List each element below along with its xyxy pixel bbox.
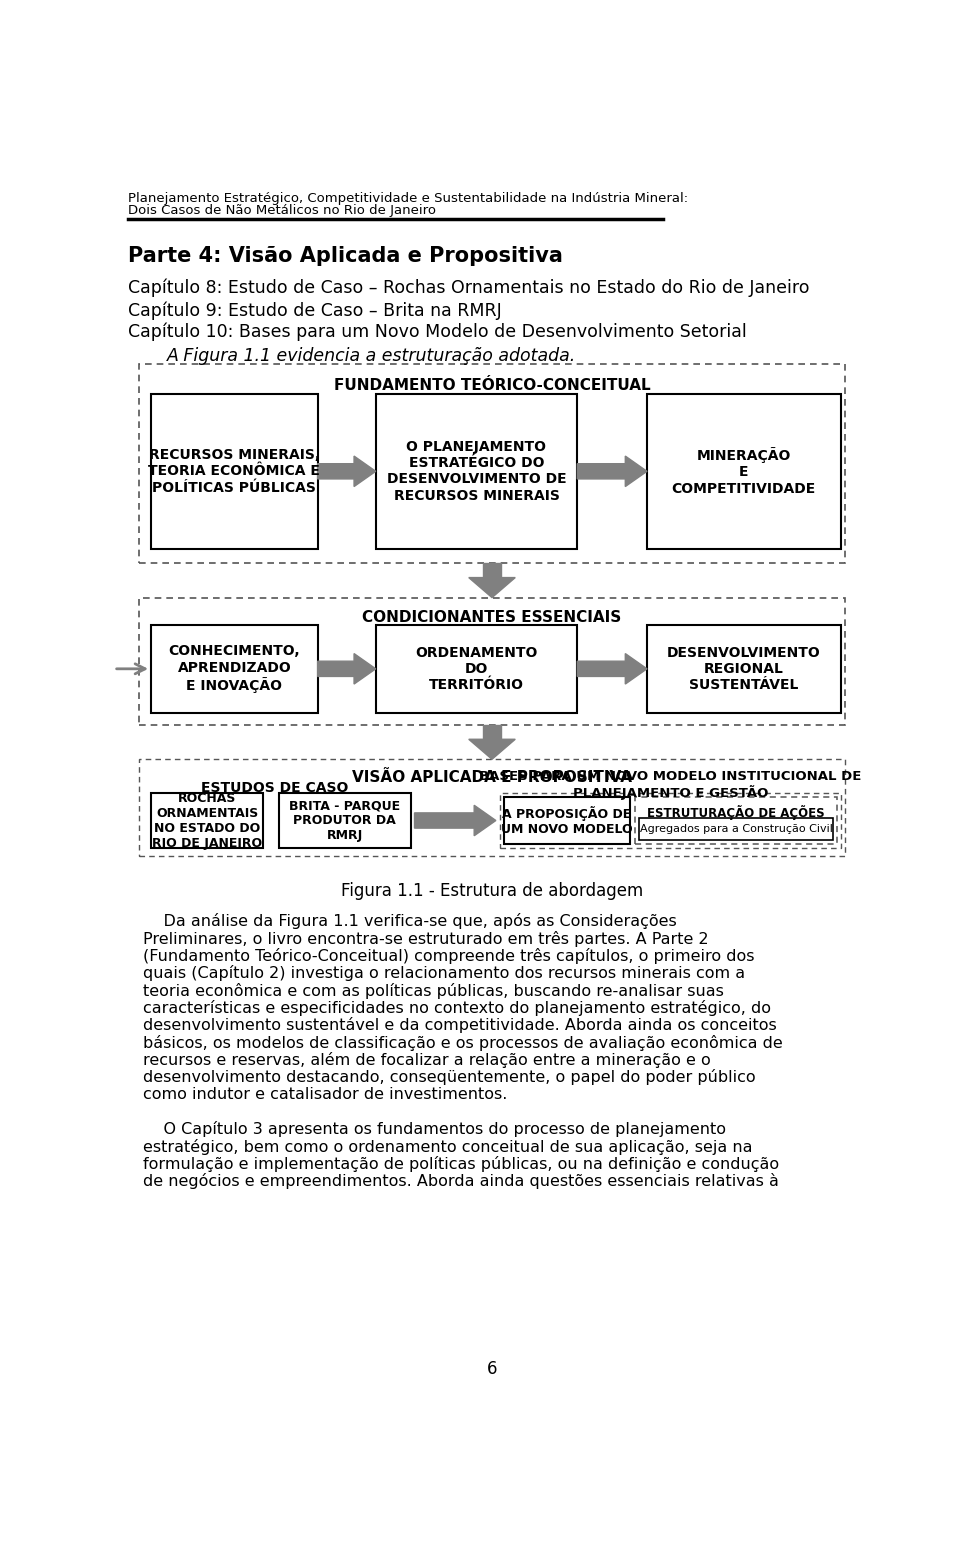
Text: CONHECIMENTO,
APRENDIZADO
E INOVAÇÃO: CONHECIMENTO, APRENDIZADO E INOVAÇÃO <box>169 645 300 693</box>
FancyArrow shape <box>577 653 647 684</box>
Text: Parte 4: Visão Aplicada e Propositiva: Parte 4: Visão Aplicada e Propositiva <box>128 246 563 266</box>
Text: FUNDAMENTO TEÓRICO-CONCEITUAL: FUNDAMENTO TEÓRICO-CONCEITUAL <box>334 377 650 393</box>
Text: Agregados para a Construção Civil: Agregados para a Construção Civil <box>639 825 832 834</box>
Text: BRITA - PARQUE
PRODUTOR DA
RMRJ: BRITA - PARQUE PRODUTOR DA RMRJ <box>289 798 400 842</box>
Text: teoria econômica e com as políticas públicas, buscando re-analisar suas: teoria econômica e com as políticas públ… <box>143 982 724 999</box>
Text: de negócios e empreendimentos. Aborda ainda questões essenciais relativas à: de negócios e empreendimentos. Aborda ai… <box>143 1173 780 1190</box>
Text: Capítulo 9: Estudo de Caso – Brita na RMRJ: Capítulo 9: Estudo de Caso – Brita na RM… <box>128 302 501 320</box>
Text: ROCHAS
ORNAMENTAIS
NO ESTADO DO
RIO DE JANEIRO: ROCHAS ORNAMENTAIS NO ESTADO DO RIO DE J… <box>152 792 262 849</box>
Text: ORDENAMENTO
DO
TERRITÓRIO: ORDENAMENTO DO TERRITÓRIO <box>416 645 538 692</box>
Text: como indutor e catalisador de investimentos.: como indutor e catalisador de investimen… <box>143 1086 508 1101</box>
Text: quais (Capítulo 2) investiga o relacionamento dos recursos minerais com a: quais (Capítulo 2) investiga o relaciona… <box>143 965 745 981</box>
Text: BASES PARA UM NOVO MODELO INSTITUCIONAL DE
PLANEJAMENTO E GESTÃO: BASES PARA UM NOVO MODELO INSTITUCIONAL … <box>479 770 861 800</box>
Text: O PLANEJAMENTO
ESTRATÉGICO DO
DESENVOLVIMENTO DE
RECURSOS MINERAIS: O PLANEJAMENTO ESTRATÉGICO DO DESENVOLVI… <box>387 439 566 503</box>
Text: desenvolvimento sustentável e da competitividade. Aborda ainda os conceitos: desenvolvimento sustentável e da competi… <box>143 1018 777 1033</box>
Text: básicos, os modelos de classificação e os processos de avaliação econômica de: básicos, os modelos de classificação e o… <box>143 1035 783 1050</box>
Text: Planejamento Estratégico, Competitividade e Sustentabilidade na Indústria Minera: Planejamento Estratégico, Competitividad… <box>128 192 688 204</box>
Text: desenvolvimento destacando, conseqüentemente, o papel do poder público: desenvolvimento destacando, conseqüentem… <box>143 1069 756 1084</box>
FancyBboxPatch shape <box>151 393 318 549</box>
Text: Capítulo 8: Estudo de Caso – Rochas Ornamentais no Estado do Rio de Janeiro: Capítulo 8: Estudo de Caso – Rochas Orna… <box>128 278 809 297</box>
Text: recursos e reservas, além de focalizar a relação entre a mineração e o: recursos e reservas, além de focalizar a… <box>143 1052 711 1067</box>
Bar <box>484 724 500 739</box>
Polygon shape <box>468 577 516 597</box>
FancyBboxPatch shape <box>151 625 318 713</box>
Text: Dois Casos de Não Metálicos no Rio de Janeiro: Dois Casos de Não Metálicos no Rio de Ja… <box>128 204 436 217</box>
Text: MINERAÇÃO
E
COMPETITIVIDADE: MINERAÇÃO E COMPETITIVIDADE <box>672 447 816 495</box>
FancyBboxPatch shape <box>647 625 841 713</box>
Text: VISÃO APLICADA E PROPOSITIVA: VISÃO APLICADA E PROPOSITIVA <box>352 770 632 784</box>
FancyBboxPatch shape <box>375 393 577 549</box>
Text: RECURSOS MINERAIS,
TEORIA ECONÔMICA E
POLÍTICAS PÚBLICAS: RECURSOS MINERAIS, TEORIA ECONÔMICA E PO… <box>149 449 321 495</box>
Text: A PROPOSIÇÃO DE
UM NOVO MODELO: A PROPOSIÇÃO DE UM NOVO MODELO <box>501 806 633 835</box>
Text: DESENVOLVIMENTO
REGIONAL
SUSTENTÁVEL: DESENVOLVIMENTO REGIONAL SUSTENTÁVEL <box>667 645 821 692</box>
FancyBboxPatch shape <box>278 794 411 848</box>
Text: Figura 1.1 - Estrutura de abordagem: Figura 1.1 - Estrutura de abordagem <box>341 882 643 900</box>
Text: Preliminares, o livro encontra-se estruturado em três partes. A Parte 2: Preliminares, o livro encontra-se estrut… <box>143 931 708 947</box>
Text: A Figura 1.1 evidencia a estruturação adotada.: A Figura 1.1 evidencia a estruturação ad… <box>166 348 576 365</box>
FancyBboxPatch shape <box>639 818 833 840</box>
Text: ESTRUTURAÇÃO DE AÇÕES: ESTRUTURAÇÃO DE AÇÕES <box>647 804 825 820</box>
Text: O Capítulo 3 apresenta os fundamentos do processo de planejamento: O Capítulo 3 apresenta os fundamentos do… <box>143 1122 727 1137</box>
Text: Capítulo 10: Bases para um Novo Modelo de Desenvolvimento Setorial: Capítulo 10: Bases para um Novo Modelo d… <box>128 323 747 342</box>
Polygon shape <box>468 739 516 760</box>
Text: 6: 6 <box>487 1360 497 1378</box>
Text: estratégico, bem como o ordenamento conceitual de sua aplicação, seja na: estratégico, bem como o ordenamento conc… <box>143 1139 753 1154</box>
FancyBboxPatch shape <box>375 625 577 713</box>
Text: (Fundamento Teórico-Conceitual) compreende três capítulos, o primeiro dos: (Fundamento Teórico-Conceitual) compreen… <box>143 948 755 964</box>
Text: Da análise da Figura 1.1 verifica-se que, após as Considerações: Da análise da Figura 1.1 verifica-se que… <box>143 913 677 930</box>
Text: formulação e implementação de políticas públicas, ou na definição e condução: formulação e implementação de políticas … <box>143 1156 780 1171</box>
FancyBboxPatch shape <box>647 393 841 549</box>
FancyBboxPatch shape <box>504 797 630 845</box>
Text: características e especificidades no contexto do planejamento estratégico, do: características e especificidades no con… <box>143 999 771 1016</box>
FancyArrow shape <box>577 456 647 487</box>
FancyArrow shape <box>415 806 496 835</box>
Text: ESTUDOS DE CASO: ESTUDOS DE CASO <box>202 781 348 795</box>
FancyArrow shape <box>318 456 375 487</box>
Text: CONDICIONANTES ESSENCIAIS: CONDICIONANTES ESSENCIAIS <box>362 610 622 625</box>
Bar <box>484 563 500 577</box>
FancyArrow shape <box>318 653 375 684</box>
FancyBboxPatch shape <box>151 794 263 848</box>
